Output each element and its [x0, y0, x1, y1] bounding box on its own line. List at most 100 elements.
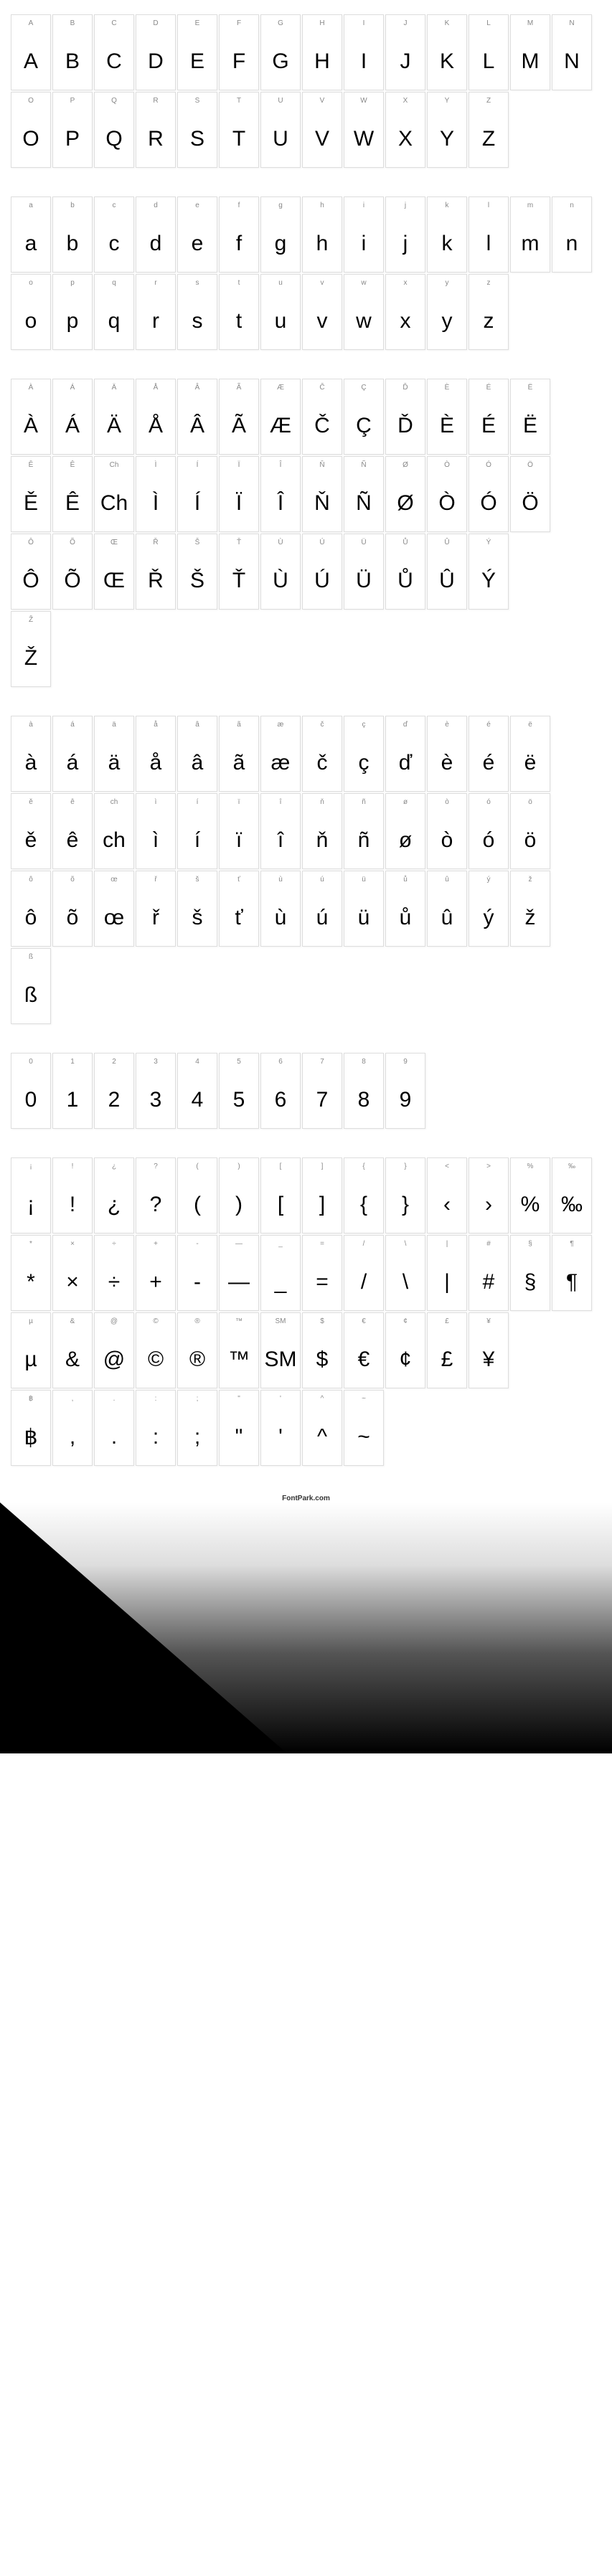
glyph-label: ô	[11, 871, 50, 890]
glyph-char: A	[11, 34, 50, 90]
glyph-char: Ť	[220, 553, 258, 609]
section-symbols: ¡¡!!¿¿??(())[[]]{{}}<‹>›%%‰‰**××÷÷++--——…	[11, 1157, 601, 1466]
glyph-char: Ø	[386, 475, 425, 531]
glyph-label: H	[303, 15, 342, 34]
glyph-char: ó	[469, 813, 508, 868]
glyph-char: 2	[95, 1072, 133, 1128]
glyph-label: ď	[386, 716, 425, 735]
glyph-cell: ŒŒ	[94, 534, 134, 610]
glyph-label: Ê	[53, 457, 92, 475]
glyph-cell: tt	[219, 274, 259, 350]
glyph-cell: ll	[469, 196, 509, 273]
glyph-char: ch	[95, 813, 133, 868]
glyph-char: Ď	[386, 398, 425, 454]
glyph-char: n	[552, 216, 591, 272]
glyph-label: q	[95, 275, 133, 293]
glyph-char: $	[303, 1332, 342, 1388]
glyph-row: 00112233445566778899	[11, 1053, 601, 1129]
glyph-cell: ŘŘ	[136, 534, 176, 610]
glyph-row: ÀÀÁÁÄÄÅÅÂÂÃÃÆÆČČÇÇĎĎÈÈÉÉËË	[11, 379, 601, 455]
glyph-char: #	[469, 1254, 508, 1310]
glyph-label: Ě	[11, 457, 50, 475]
glyph-cell: åå	[136, 716, 176, 792]
glyph-cell: ÝÝ	[469, 534, 509, 610]
glyph-char: à	[11, 735, 50, 791]
glyph-label: G	[261, 15, 300, 34]
glyph-cell: EE	[177, 14, 217, 90]
glyph-cell: ¢¢	[385, 1312, 425, 1388]
glyph-label: ®	[178, 1313, 217, 1332]
glyph-label: W	[344, 93, 383, 111]
glyph-char: Ň	[303, 475, 342, 531]
glyph-char: Ç	[344, 398, 383, 454]
glyph-char: C	[95, 34, 133, 90]
glyph-label: Î	[261, 457, 300, 475]
glyph-cell: XX	[385, 92, 425, 168]
glyph-label: Ď	[386, 379, 425, 398]
glyph-char: O	[11, 111, 50, 167]
glyph-label: ü	[344, 871, 383, 890]
glyph-label: {	[344, 1158, 383, 1177]
glyph-label: Z	[469, 93, 508, 111]
glyph-label: —	[220, 1236, 258, 1254]
glyph-label: ,	[53, 1391, 92, 1409]
glyph-label: ž	[511, 871, 550, 890]
glyph-char: Á	[53, 398, 92, 454]
glyph-char: ¿	[95, 1177, 133, 1233]
bottom-gradient-shape	[0, 1502, 612, 1753]
glyph-cell: ;;	[177, 1390, 217, 1466]
glyph-label: Ï	[220, 457, 258, 475]
glyph-label: +	[136, 1236, 175, 1254]
glyph-label: ¿	[95, 1158, 133, 1177]
glyph-char: ¢	[386, 1332, 425, 1388]
glyph-cell: ŠŠ	[177, 534, 217, 610]
glyph-cell: ÁÁ	[52, 379, 93, 455]
glyph-char: ť	[220, 890, 258, 946]
glyph-cell: >›	[469, 1157, 509, 1233]
glyph-char: ä	[95, 735, 133, 791]
glyph-cell: ]]	[302, 1157, 342, 1233]
glyph-row: ooppqqrrssttuuvvwwxxyyzz	[11, 274, 601, 350]
glyph-label: ^	[303, 1391, 342, 1409]
glyph-label: C	[95, 15, 133, 34]
glyph-cell: ..	[94, 1390, 134, 1466]
glyph-label: P	[53, 93, 92, 111]
glyph-char: ›	[469, 1177, 508, 1233]
glyph-char: P	[53, 111, 92, 167]
glyph-cell: ťť	[219, 871, 259, 947]
glyph-char: Ó	[469, 475, 508, 531]
glyph-cell: 77	[302, 1053, 342, 1129]
glyph-label: S	[178, 93, 217, 111]
glyph-cell: gg	[260, 196, 301, 273]
glyph-cell: ZZ	[469, 92, 509, 168]
glyph-cell: OO	[11, 92, 51, 168]
glyph-label: ä	[95, 716, 133, 735]
glyph-cell: ÈÈ	[427, 379, 467, 455]
glyph-cell: dd	[136, 196, 176, 273]
glyph-char: /	[344, 1254, 383, 1310]
glyph-cell: %%	[510, 1157, 550, 1233]
glyph-char: )	[220, 1177, 258, 1233]
glyph-char: Ů	[386, 553, 425, 609]
glyph-label: Ť	[220, 534, 258, 553]
glyph-cell: 88	[344, 1053, 384, 1129]
glyph-char: ç	[344, 735, 383, 791]
glyph-label: T	[220, 93, 258, 111]
glyph-label: X	[386, 93, 425, 111]
glyph-label: ø	[386, 794, 425, 813]
glyph-label: v	[303, 275, 342, 293]
glyph-label: b	[53, 197, 92, 216]
glyph-label: ~	[344, 1391, 383, 1409]
glyph-cell: QQ	[94, 92, 134, 168]
glyph-cell: HH	[302, 14, 342, 90]
glyph-char: ï	[220, 813, 258, 868]
glyph-char: !	[53, 1177, 92, 1233]
glyph-char: F	[220, 34, 258, 90]
glyph-label: r	[136, 275, 175, 293]
glyph-cell: ññ	[344, 793, 384, 869]
glyph-label: 5	[220, 1053, 258, 1072]
glyph-cell: ØØ	[385, 456, 425, 532]
glyph-label: È	[428, 379, 466, 398]
glyph-cell: íí	[177, 793, 217, 869]
glyph-label: ÷	[95, 1236, 133, 1254]
